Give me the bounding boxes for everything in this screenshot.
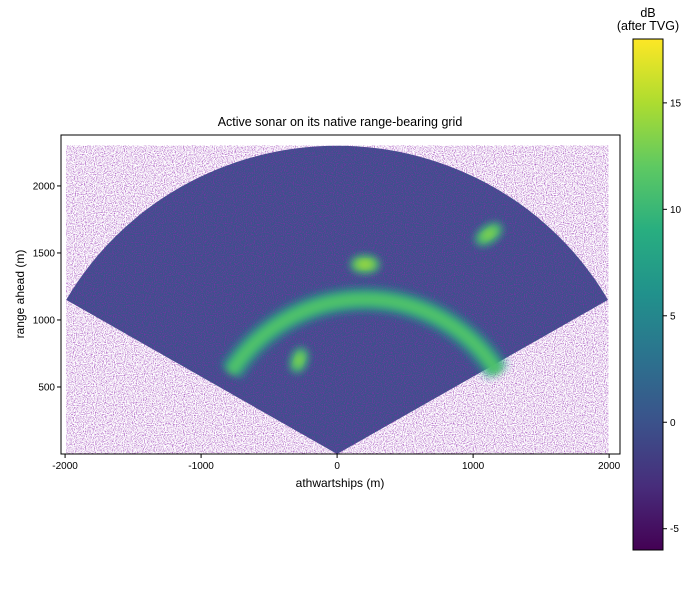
x-axis-label: athwartships (m)	[296, 476, 385, 490]
sonar-sector	[66, 145, 609, 454]
y-tick-label: 1500	[33, 248, 56, 259]
x-axis-ticks: -2000 -1000 0 1000 2000	[52, 454, 621, 472]
x-tick-label: 2000	[598, 461, 621, 472]
y-tick-label: 1000	[33, 315, 56, 326]
colorbar	[632, 38, 664, 551]
target-echo-core	[359, 261, 371, 268]
target-echo	[474, 222, 503, 247]
x-tick-label: -2000	[52, 461, 78, 472]
colorbar-tick-label: 10	[670, 205, 682, 216]
target-echo	[349, 254, 381, 275]
colorbar-title-line1: dB	[640, 6, 655, 20]
y-tick-label: 2000	[33, 181, 56, 192]
x-tick-label: -1000	[188, 461, 214, 472]
y-axis-ticks: 500 1000 1500 2000	[33, 181, 61, 393]
colorbar-tick-label: 15	[670, 98, 682, 109]
colorbar-tick-label: 0	[670, 418, 676, 429]
x-tick-label: 0	[334, 461, 340, 472]
target-echo-core	[483, 230, 494, 239]
colorbar-ticks: -5 0 5 10 15	[663, 98, 682, 535]
target-echo	[289, 346, 309, 374]
x-tick-label: 1000	[462, 461, 485, 472]
target-echo-core	[295, 355, 303, 365]
chart-title: Active sonar on its native range-bearing…	[218, 115, 463, 129]
echo-features	[220, 222, 509, 380]
colorbar-tick-label: -5	[670, 524, 679, 535]
colorbar-tick-label: 5	[670, 311, 676, 322]
y-axis-label: range ahead (m)	[13, 250, 27, 339]
plot-frame	[60, 134, 621, 455]
y-tick-label: 500	[38, 382, 55, 393]
arc-echo-core	[228, 296, 501, 374]
colorbar-title-line2: (after TVG)	[617, 19, 679, 33]
